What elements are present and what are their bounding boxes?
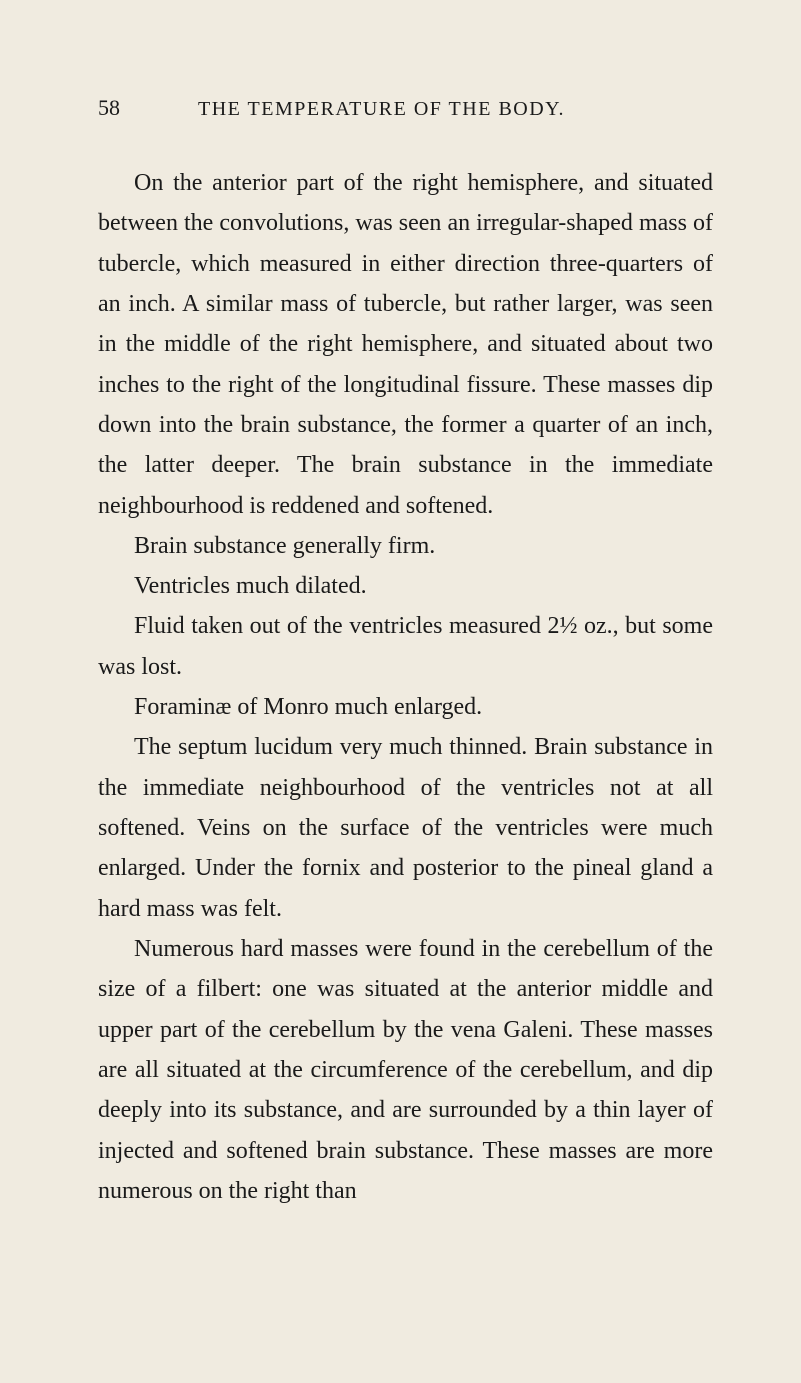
running-title: THE TEMPERATURE OF THE BODY. <box>198 98 565 121</box>
body-paragraph: Ventricles much dilated. <box>98 566 713 606</box>
body-paragraph: Foraminæ of Monro much enlarged. <box>98 687 713 727</box>
body-paragraph: Brain substance generally firm. <box>98 526 713 566</box>
body-paragraph: Numerous hard masses were found in the c… <box>98 929 713 1211</box>
page-header: 58 THE TEMPERATURE OF THE BODY. <box>98 95 713 121</box>
body-paragraph: Fluid taken out of the ventricles measur… <box>98 606 713 687</box>
body-paragraph: The septum lucidum very much thinned. Br… <box>98 727 713 929</box>
page-number: 58 <box>98 95 120 121</box>
body-paragraph: On the anterior part of the right hemisp… <box>98 163 713 526</box>
